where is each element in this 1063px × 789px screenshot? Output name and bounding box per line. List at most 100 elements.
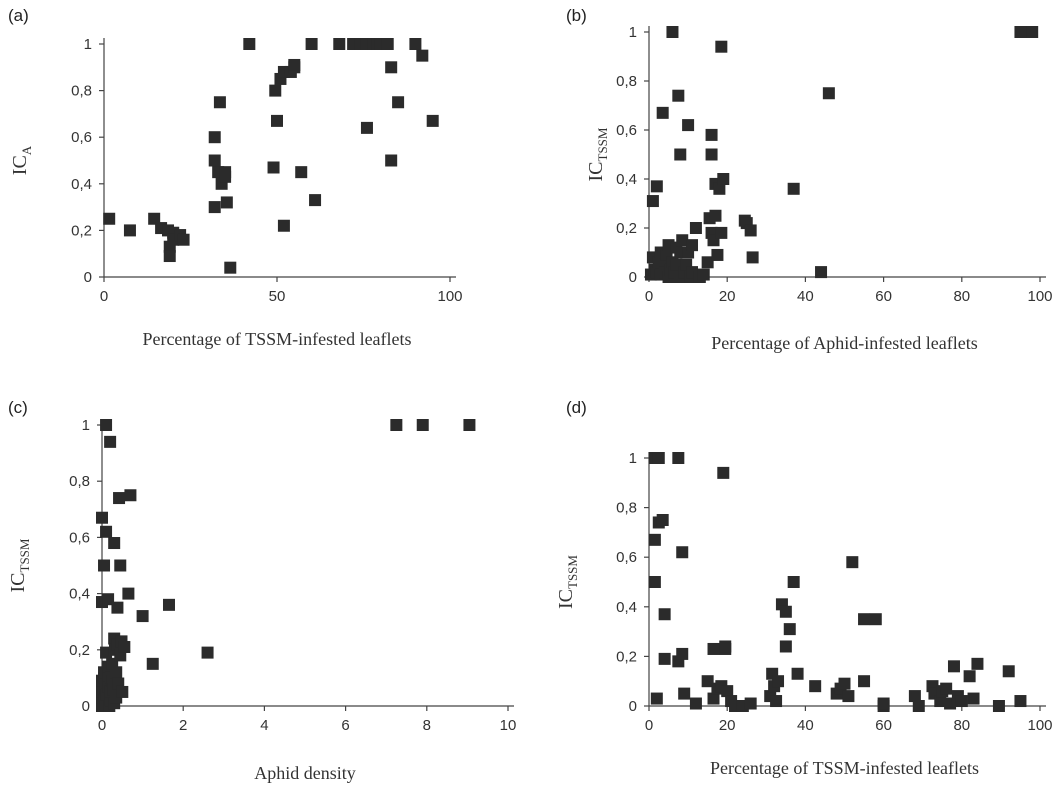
data-point	[96, 511, 108, 524]
svg-text:ICTSSM: ICTSSM	[7, 538, 32, 592]
data-point	[709, 209, 722, 222]
y-tick-label: 0,8	[616, 73, 637, 90]
y-tick-label: 1	[82, 417, 90, 434]
y-axis-title: ICTSSM	[555, 555, 580, 609]
panel-d: (d) 0 0,2 0,4 0,6 0,8 1 0 20 40 60 80 100 Percentage …	[555, 398, 1053, 778]
data-point	[136, 610, 149, 623]
data-point	[779, 640, 792, 653]
data-point	[746, 251, 759, 264]
data-point	[224, 261, 237, 274]
data-point	[772, 675, 785, 688]
data-point	[701, 675, 714, 688]
data-point	[971, 657, 984, 670]
data-point	[689, 697, 702, 710]
y-axis-title-sub: TSSM	[565, 555, 580, 589]
x-tick-label: 80	[953, 288, 970, 305]
x-tick-label: 2	[179, 717, 187, 734]
data-point	[787, 182, 800, 195]
data-point	[650, 180, 663, 193]
data-point	[114, 559, 127, 572]
y-tick-label: 0,8	[71, 83, 92, 100]
data-point	[721, 685, 734, 698]
data-point	[243, 38, 256, 50]
x-tick-label: 80	[953, 717, 970, 734]
y-axis-title: ICTSSM	[7, 538, 32, 592]
data-point	[940, 682, 953, 695]
data-point	[208, 131, 221, 144]
panel-label: (b)	[566, 6, 587, 25]
y-tick-label: 0,2	[616, 648, 637, 665]
data-point	[104, 435, 117, 448]
data-point	[967, 692, 980, 705]
data-point	[842, 690, 855, 703]
y-tick-label: 0,2	[616, 220, 637, 237]
data-point	[98, 559, 111, 572]
y-tick-label: 0,6	[616, 549, 637, 566]
x-axis-title: Percentage of TSSM-infested leaflets	[142, 329, 411, 349]
x-tick-label: 40	[797, 288, 814, 305]
data-point	[697, 268, 710, 281]
data-point	[648, 533, 661, 546]
data-point	[689, 222, 702, 234]
data-point	[705, 148, 718, 161]
data-point	[912, 700, 925, 712]
y-tick-label: 1	[84, 36, 92, 53]
data-point	[305, 38, 318, 50]
x-tick-label: 0	[98, 717, 106, 734]
data-point	[111, 601, 124, 614]
data-point	[208, 154, 221, 167]
data-point	[124, 489, 137, 502]
data-point	[148, 212, 161, 225]
x-tick-label: 4	[260, 717, 268, 734]
data-point	[416, 49, 429, 62]
data-point	[110, 666, 123, 679]
data-point	[385, 154, 398, 167]
data-point	[658, 652, 671, 665]
data-point	[686, 239, 699, 252]
x-tick-label: 0	[645, 717, 653, 734]
data-point	[672, 452, 685, 464]
data-point	[648, 576, 661, 588]
data-point	[390, 419, 403, 431]
data-point	[809, 680, 822, 693]
data-point	[770, 695, 783, 708]
data-point	[113, 492, 126, 505]
data-point	[385, 61, 398, 74]
data-point	[783, 623, 796, 636]
y-axis-title-sub: A	[19, 145, 34, 155]
y-axis-title-main: IC	[9, 155, 31, 175]
data-point	[295, 166, 308, 179]
panel-label: (c)	[8, 398, 28, 417]
x-tick-label: 100	[1027, 717, 1052, 734]
y-tick-label: 0	[84, 269, 92, 286]
y-tick-label: 0,4	[71, 176, 92, 193]
data-point	[676, 546, 689, 559]
data-point	[701, 256, 714, 269]
data-point	[100, 525, 113, 538]
data-point	[674, 148, 687, 161]
y-tick-label: 0	[629, 269, 637, 286]
data-point	[652, 452, 665, 464]
data-point	[122, 587, 135, 600]
data-point	[208, 201, 221, 214]
y-tick-label: 1	[629, 24, 637, 41]
data-point	[1002, 665, 1015, 678]
x-tick-label: 10	[500, 717, 517, 734]
panel-label: (a)	[8, 6, 29, 25]
y-tick-label: 0,2	[71, 222, 92, 239]
data-point	[416, 419, 429, 431]
data-point	[116, 685, 129, 698]
data-point	[309, 194, 322, 207]
x-axis-title: Percentage of TSSM-infested leaflets	[710, 758, 979, 778]
svg-text:ICTSSM: ICTSSM	[585, 127, 610, 181]
data-point	[787, 576, 800, 588]
y-axis-title-main: IC	[7, 572, 29, 592]
data-point	[744, 224, 757, 237]
data-point	[791, 667, 804, 680]
y-axis-title-sub: TSSM	[17, 538, 32, 572]
x-tick-label: 6	[341, 717, 349, 734]
data-point	[102, 593, 115, 606]
data-point	[646, 195, 659, 208]
y-tick-label: 0,8	[69, 473, 90, 490]
data-point	[846, 556, 859, 569]
